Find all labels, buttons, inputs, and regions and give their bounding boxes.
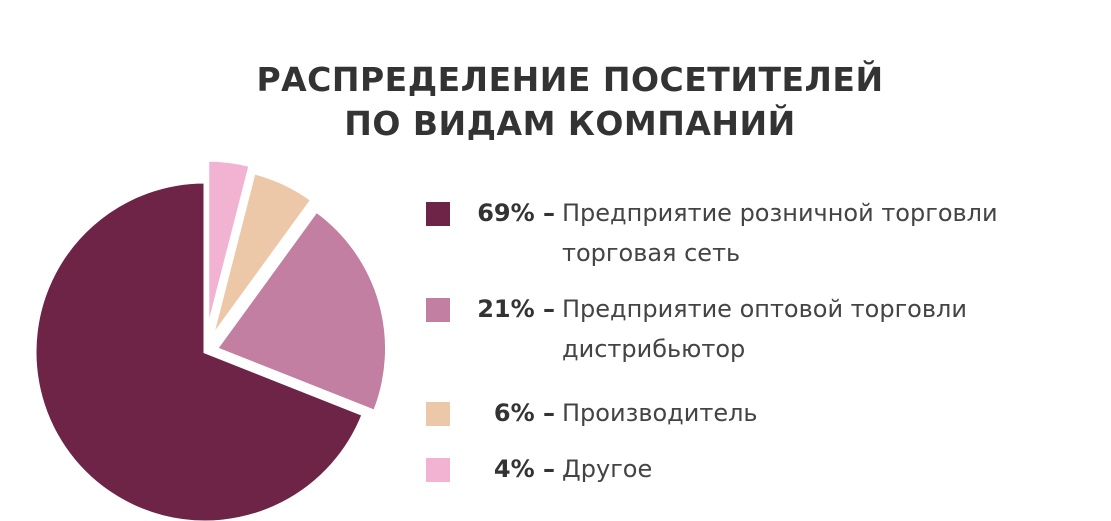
legend-label-other: Другое — [562, 455, 653, 483]
legend-swatch-retail — [426, 202, 450, 226]
legend-swatch-manufacturer — [426, 402, 450, 426]
legend-label-manufacturer: Производитель — [562, 399, 758, 427]
chart-title-line1: РАСПРЕДЕЛЕНИЕ ПОСЕТИТЕЛЕЙ — [256, 60, 884, 99]
legend-sub-retail: торговая сеть — [562, 239, 741, 267]
legend-pct-retail: 69% – — [477, 199, 555, 227]
legend-label-retail: Предприятие розничной торговли — [562, 199, 998, 227]
legend-pct-other: 4% – — [493, 455, 555, 483]
chart-title: РАСПРЕДЕЛЕНИЕ ПОСЕТИТЕЛЕЙ ПО ВИДАМ КОМПА… — [210, 58, 930, 146]
legend-item-retail: 69% – Предприятие розничной торговли тор… — [426, 193, 1106, 289]
legend-pct-manufacturer: 6% – — [493, 399, 555, 427]
legend-pct-wholesale: 21% – — [477, 295, 555, 323]
pie-slice-wholesale — [214, 209, 389, 414]
legend-label-wholesale: Предприятие оптовой торговли — [562, 295, 967, 323]
legend-swatch-wholesale — [426, 298, 450, 322]
legend-item-other: 4% – Другое — [426, 449, 1106, 489]
legend-item-wholesale: 21% – Предприятие оптовой торговли дистр… — [426, 289, 1106, 393]
legend: 69% – Предприятие розничной торговли тор… — [426, 193, 1106, 489]
legend-sub-wholesale: дистрибьютор — [562, 335, 746, 363]
pie-slice-retail — [33, 180, 366, 521]
pie-slice-other — [206, 158, 252, 331]
chart-title-line2: ПО ВИДАМ КОМПАНИЙ — [344, 104, 796, 143]
legend-swatch-other — [426, 458, 450, 482]
legend-item-manufacturer: 6% – Производитель — [426, 393, 1106, 449]
pie-slice-manufacturer — [210, 171, 314, 339]
